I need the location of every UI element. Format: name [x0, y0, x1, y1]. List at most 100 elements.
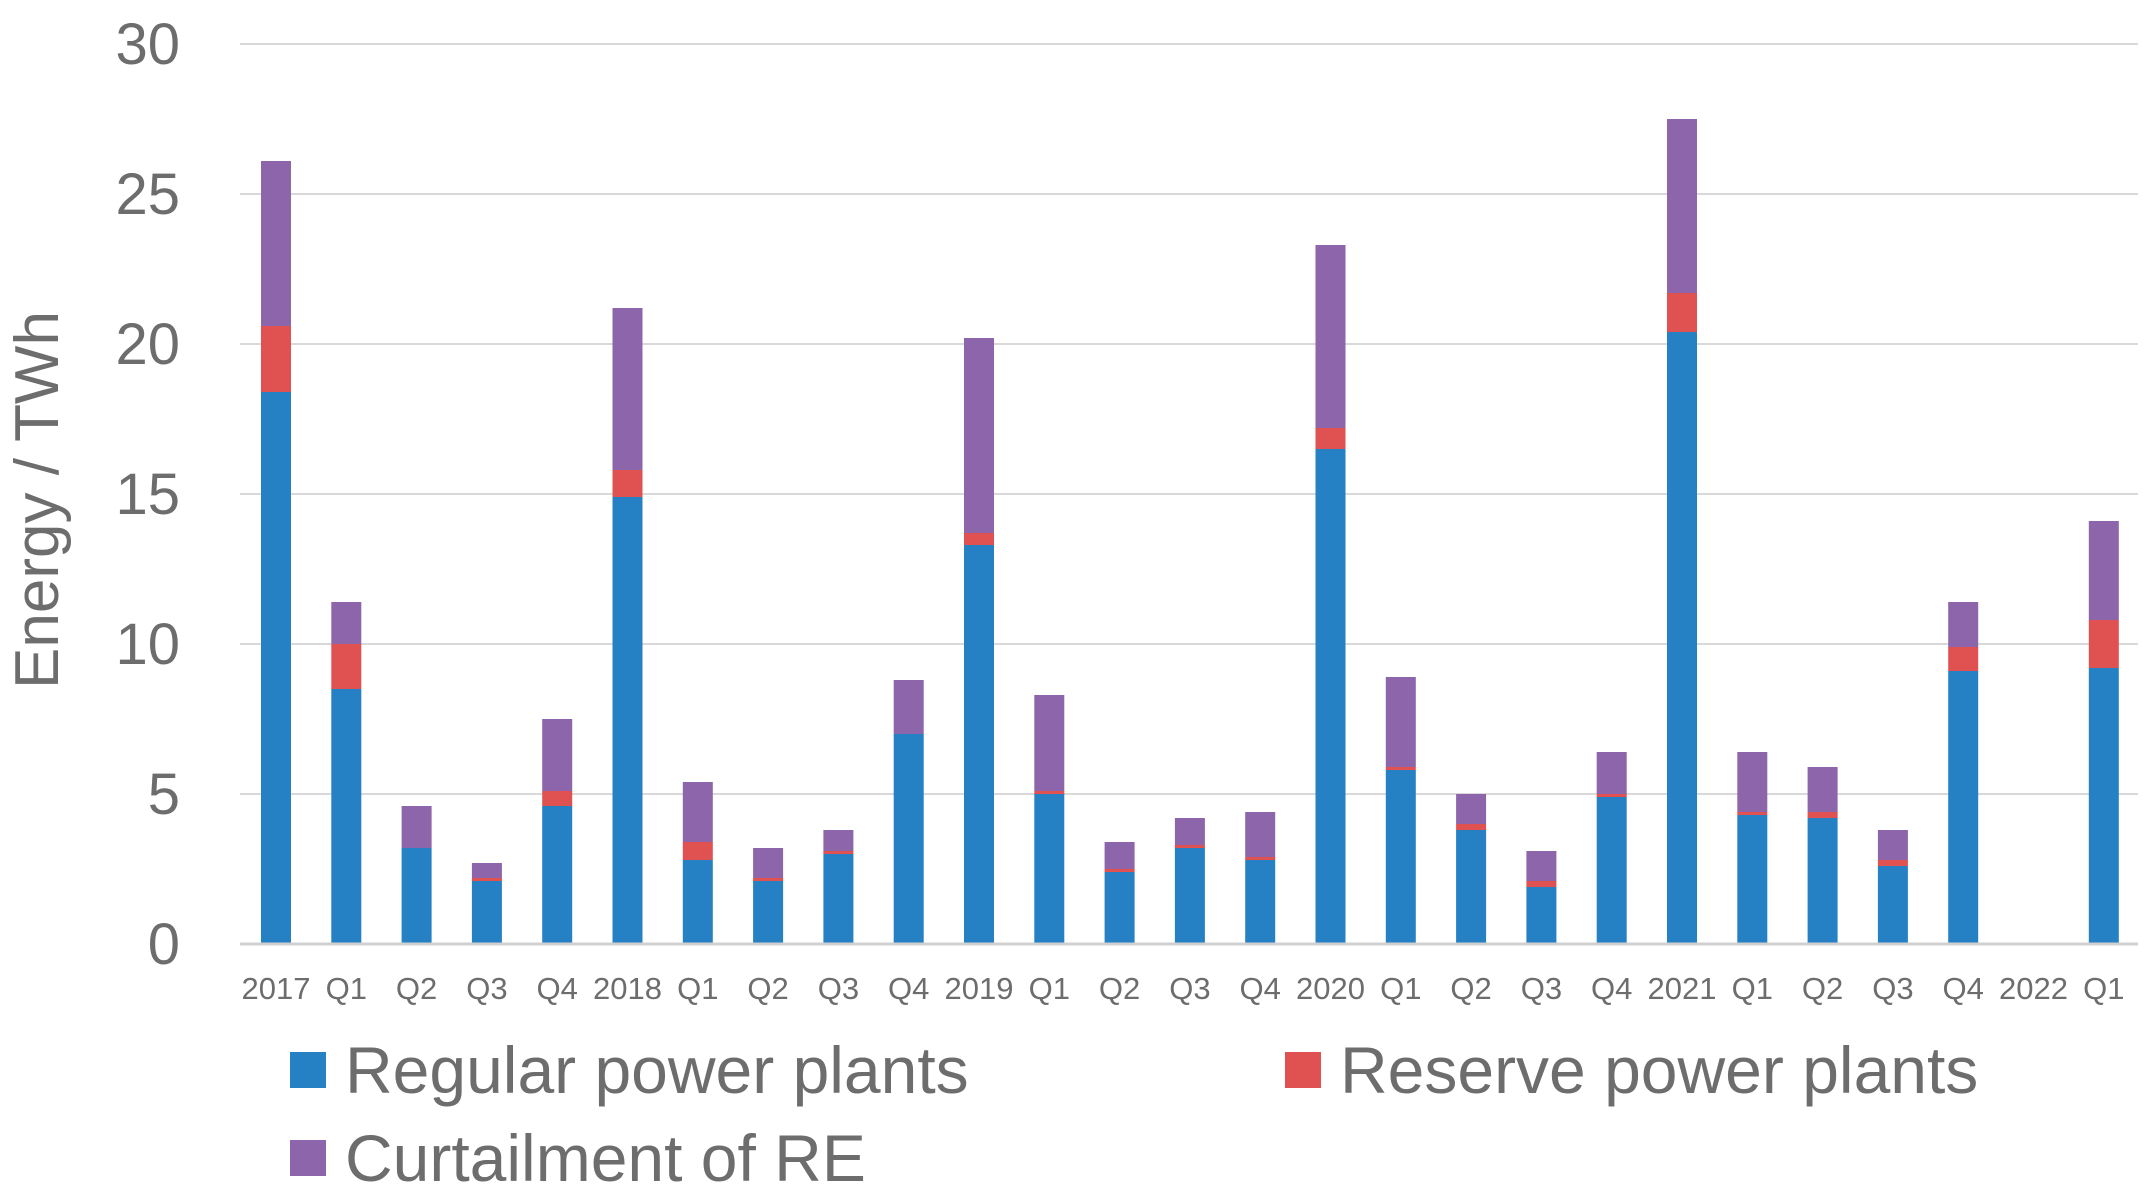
y-tick-label: 10	[115, 612, 180, 677]
bar-segment-reserve	[1737, 812, 1768, 815]
bar-segment-reserve	[753, 878, 784, 881]
x-tick-label: 2021	[1648, 971, 1717, 1006]
bar-segment-regular	[1315, 449, 1346, 944]
x-tick-label: 2022	[1999, 971, 2068, 1006]
y-tick-label: 15	[115, 462, 180, 527]
bar-segment-curtailment	[1667, 119, 1697, 293]
bar-segment-regular	[893, 734, 924, 944]
x-tick-label: Q4	[1591, 971, 1632, 1006]
bar-segment-regular	[1034, 794, 1065, 944]
legend: Regular power plants Reserve power plant…	[290, 1033, 1978, 1195]
bar-segment-curtailment	[1526, 851, 1557, 881]
legend-item-reserve: Reserve power plants	[1285, 1033, 1978, 1107]
legend-swatch-regular	[290, 1052, 326, 1088]
bar-segment-regular	[823, 854, 854, 944]
bar-segment-reserve	[682, 842, 713, 860]
bar-segment-regular	[331, 689, 362, 944]
x-tick-label: Q3	[1521, 971, 1562, 1006]
legend-item-regular: Regular power plants	[290, 1033, 969, 1107]
bar-segment-regular	[1456, 830, 1487, 944]
x-tick-label: 2018	[593, 971, 662, 1006]
bar-segment-reserve	[1456, 824, 1487, 830]
bar-segment-reserve	[1034, 791, 1065, 794]
bar-segment-curtailment	[682, 782, 713, 842]
y-tick-label: 5	[148, 762, 180, 827]
bar-segment-curtailment	[1174, 818, 1205, 845]
x-tick-label: Q4	[537, 971, 578, 1006]
x-tick-label: Q1	[326, 971, 367, 1006]
bar-segment-reserve	[1526, 881, 1557, 887]
gridlines	[240, 43, 2138, 795]
bar-segment-curtailment	[1737, 752, 1768, 812]
bar-segment-regular	[1104, 872, 1135, 944]
x-tick-label: Q2	[1802, 971, 1843, 1006]
bar-segment-reserve	[1807, 812, 1838, 818]
bar-segment-reserve	[1596, 794, 1627, 797]
bar-segment-reserve	[1245, 857, 1276, 860]
x-tick-label: Q3	[1169, 971, 1210, 1006]
bars	[261, 119, 2119, 944]
bar-segment-reserve	[1667, 293, 1697, 332]
x-tick-label: Q1	[1380, 971, 1421, 1006]
x-tick-label: Q4	[1240, 971, 1281, 1006]
bar-segment-regular	[682, 860, 713, 944]
bar-segment-curtailment	[1596, 752, 1627, 794]
x-tick-label: Q4	[1943, 971, 1984, 1006]
x-tick-label: Q4	[888, 971, 929, 1006]
y-tick-label: 0	[148, 912, 180, 977]
bar-segment-regular	[261, 392, 291, 944]
bar-segment-reserve	[2088, 620, 2119, 668]
bar-segment-reserve	[1877, 860, 1908, 866]
bar-segment-regular	[753, 881, 784, 944]
bar-segment-reserve	[542, 791, 573, 806]
bar-segment-reserve	[823, 851, 854, 854]
bar-segment-regular	[471, 881, 502, 944]
bar-segment-regular	[1737, 815, 1768, 944]
bar-segment-curtailment	[1245, 812, 1276, 857]
x-tick-label: 2020	[1296, 971, 1365, 1006]
bar-segment-curtailment	[1456, 794, 1487, 824]
bar-segment-regular	[401, 848, 432, 944]
bar-segment-curtailment	[1385, 677, 1416, 767]
bar-segment-regular	[1385, 770, 1416, 944]
bar-segment-curtailment	[612, 308, 643, 470]
bar-segment-reserve	[1315, 428, 1346, 449]
bar-segment-curtailment	[1104, 842, 1135, 869]
bar-segment-curtailment	[1877, 830, 1908, 860]
bar-segment-reserve	[331, 644, 362, 689]
bar-segment-regular	[1174, 848, 1205, 944]
bar-segment-curtailment	[542, 719, 573, 791]
bar-segment-curtailment	[964, 338, 994, 533]
legend-swatch-reserve	[1285, 1052, 1321, 1088]
bar-segment-reserve	[471, 878, 502, 881]
y-tick-label: 25	[115, 162, 180, 227]
bar-segment-reserve	[1174, 845, 1205, 848]
bar-segment-curtailment	[401, 806, 432, 848]
x-axis-ticks: 2017 Q1 Q2 Q3 Q4 2018 Q1 Q2 Q3 Q4 2019 Q1 Q2 Q3 Q4 2020…	[242, 971, 2125, 1006]
x-tick-label: 2017	[242, 971, 311, 1006]
x-tick-label: Q3	[818, 971, 859, 1006]
bar-segment-reserve	[964, 533, 994, 545]
bar-segment-reserve	[612, 470, 643, 497]
x-tick-label: 2019	[945, 971, 1014, 1006]
bar-segment-reserve	[1104, 869, 1135, 872]
bar-segment-regular	[1526, 887, 1557, 944]
y-tick-label: 20	[115, 312, 180, 377]
bar-segment-curtailment	[261, 161, 291, 326]
bar-segment-regular	[1807, 818, 1838, 944]
x-tick-label: Q2	[1099, 971, 1140, 1006]
bar-segment-curtailment	[1948, 602, 1979, 647]
bar-segment-curtailment	[1034, 695, 1065, 791]
bar-segment-curtailment	[471, 863, 502, 878]
x-tick-label: Q3	[1872, 971, 1913, 1006]
bar-segment-curtailment	[1315, 245, 1346, 428]
x-tick-label: Q1	[1029, 971, 1070, 1006]
bar-segment-regular	[1596, 797, 1627, 944]
bar-segment-reserve	[261, 326, 291, 392]
x-tick-label: Q1	[677, 971, 718, 1006]
x-tick-label: Q2	[1450, 971, 1491, 1006]
bar-segment-curtailment	[753, 848, 784, 878]
bar-segment-reserve	[1948, 647, 1979, 671]
legend-item-curtailment: Curtailment of RE	[290, 1121, 866, 1195]
